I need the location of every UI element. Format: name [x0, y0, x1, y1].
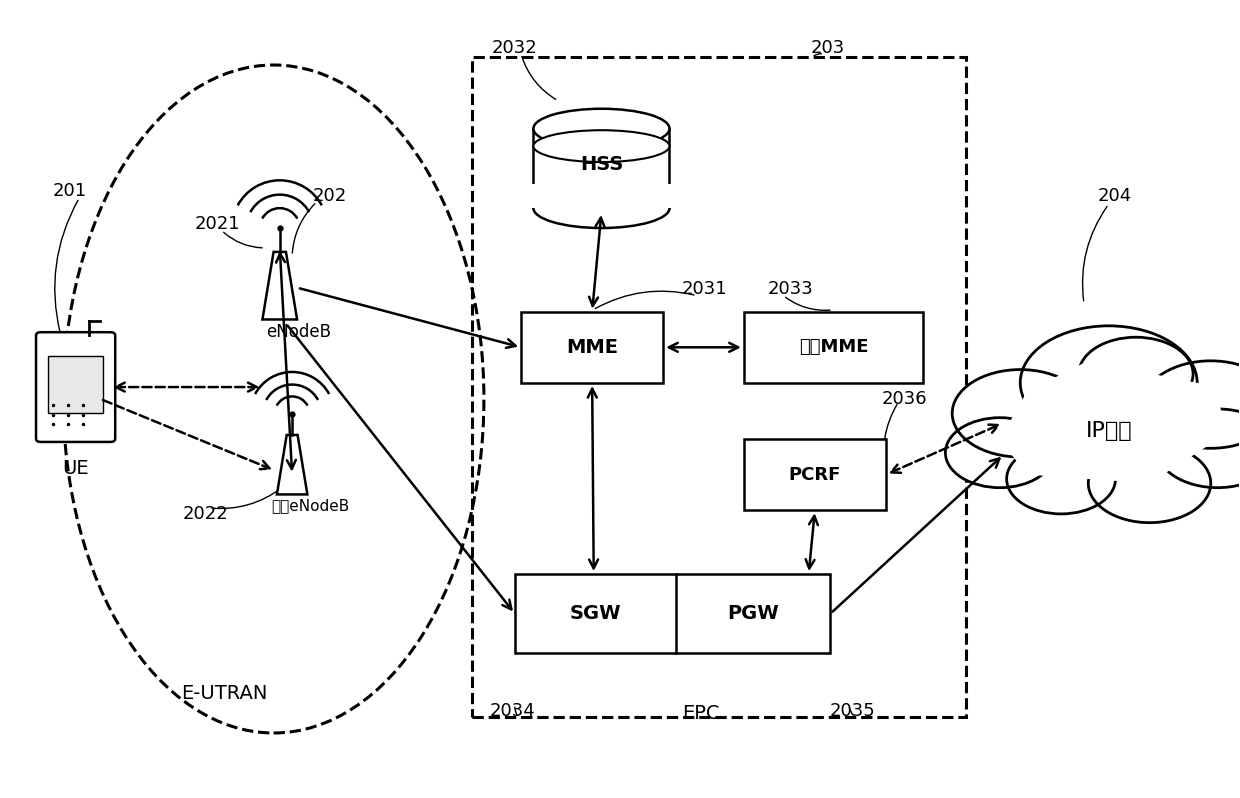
Circle shape: [1157, 409, 1240, 488]
Text: 2036: 2036: [882, 390, 928, 408]
Text: E-UTRAN: E-UTRAN: [181, 684, 268, 703]
Text: PGW: PGW: [727, 604, 779, 623]
Ellipse shape: [533, 130, 670, 162]
Circle shape: [1079, 338, 1193, 411]
Text: PCRF: PCRF: [789, 465, 841, 484]
Text: HSS: HSS: [580, 155, 624, 174]
Text: 其它eNodeB: 其它eNodeB: [272, 499, 350, 513]
Circle shape: [1007, 444, 1116, 514]
Polygon shape: [263, 252, 298, 319]
Text: 2021: 2021: [195, 215, 241, 233]
FancyBboxPatch shape: [744, 439, 887, 511]
Text: 204: 204: [1097, 188, 1132, 205]
Circle shape: [1143, 361, 1240, 448]
Text: 201: 201: [52, 182, 87, 200]
Circle shape: [1089, 444, 1210, 523]
Polygon shape: [993, 396, 1231, 492]
FancyBboxPatch shape: [531, 184, 672, 208]
Text: 202: 202: [312, 188, 346, 205]
Circle shape: [952, 369, 1089, 457]
Circle shape: [945, 417, 1054, 488]
Text: 其它MME: 其它MME: [799, 338, 868, 357]
Text: 2022: 2022: [182, 505, 228, 523]
FancyBboxPatch shape: [521, 311, 663, 383]
Text: 2031: 2031: [681, 280, 727, 298]
Text: 2033: 2033: [768, 280, 813, 298]
Circle shape: [1021, 326, 1197, 440]
FancyBboxPatch shape: [36, 332, 115, 442]
Text: 2034: 2034: [490, 701, 536, 720]
Text: MME: MME: [567, 338, 619, 357]
FancyBboxPatch shape: [533, 128, 670, 208]
Text: IP业务: IP业务: [1085, 421, 1132, 440]
Text: UE: UE: [62, 459, 89, 478]
Ellipse shape: [533, 109, 670, 148]
FancyBboxPatch shape: [515, 574, 831, 654]
Text: eNodeB: eNodeB: [265, 323, 331, 342]
Text: 2035: 2035: [830, 701, 875, 720]
Polygon shape: [999, 361, 1224, 484]
Polygon shape: [277, 435, 308, 495]
FancyBboxPatch shape: [744, 311, 923, 383]
Ellipse shape: [533, 188, 670, 228]
FancyBboxPatch shape: [48, 356, 103, 413]
Text: SGW: SGW: [569, 604, 621, 623]
Text: EPC: EPC: [682, 704, 719, 723]
Text: 2032: 2032: [492, 38, 538, 57]
Text: 203: 203: [811, 38, 844, 57]
